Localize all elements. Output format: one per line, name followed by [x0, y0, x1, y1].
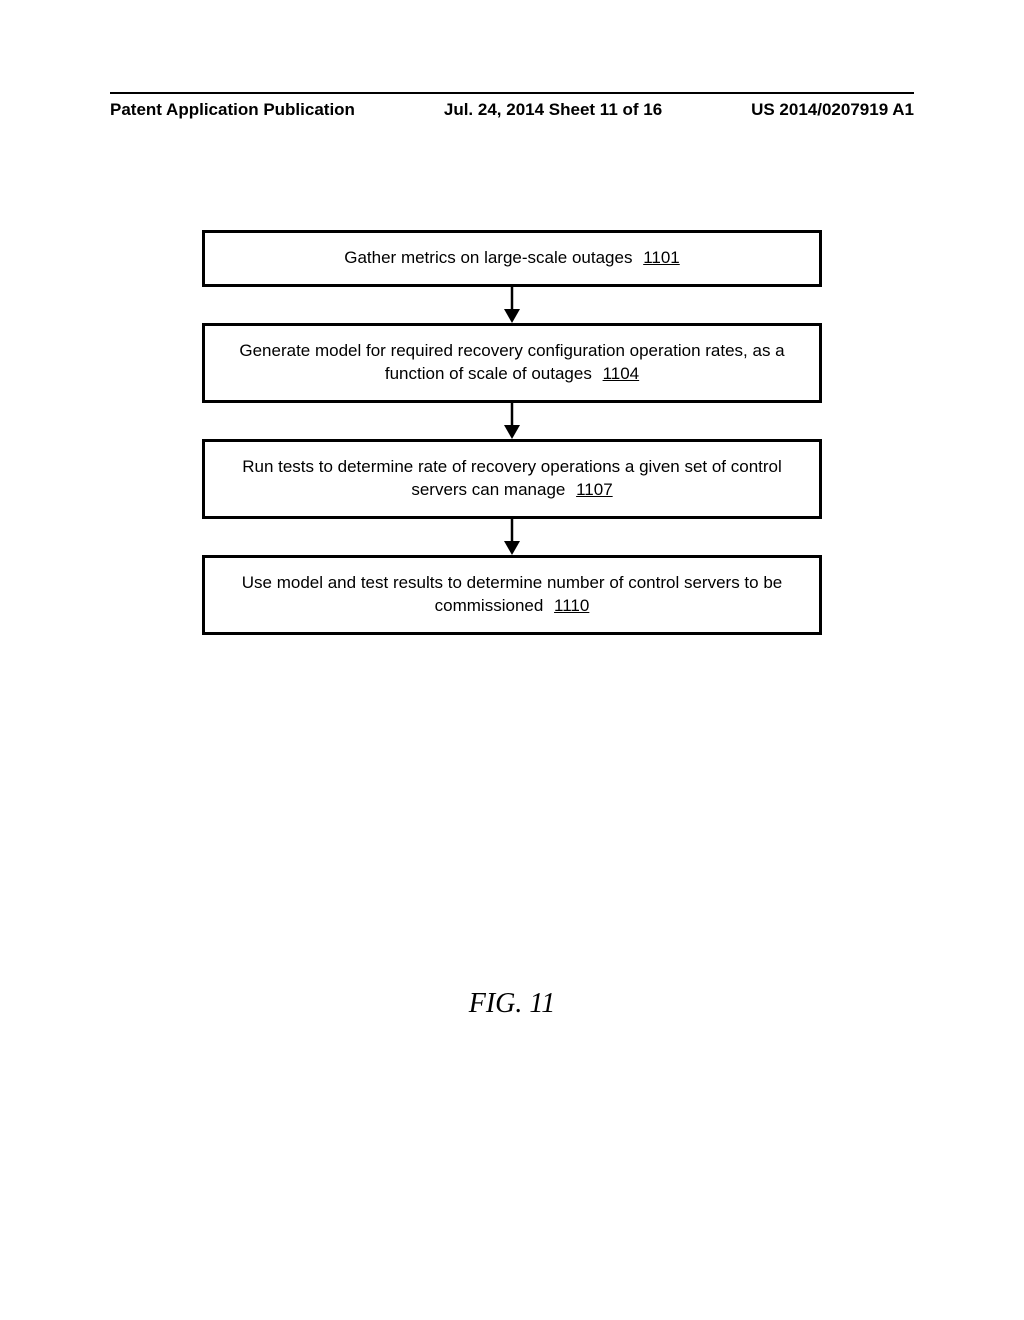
- arrow-down-icon: [500, 403, 524, 439]
- header-rule: [110, 92, 914, 94]
- flow-step-3: Run tests to determine rate of recovery …: [202, 439, 822, 519]
- header-center: Jul. 24, 2014 Sheet 11 of 16: [444, 100, 662, 120]
- flowchart: Gather metrics on large-scale outages 11…: [202, 230, 822, 635]
- arrow-down-icon: [500, 519, 524, 555]
- page-header: Patent Application Publication Jul. 24, …: [110, 100, 914, 120]
- flow-step-ref: 1110: [554, 596, 589, 615]
- flow-step-4: Use model and test results to determine …: [202, 555, 822, 635]
- flow-step-text: Generate model for required recovery con…: [239, 341, 784, 383]
- arrow-3: [500, 519, 524, 555]
- header-right: US 2014/0207919 A1: [751, 100, 914, 120]
- flow-step-text: Run tests to determine rate of recovery …: [242, 457, 782, 499]
- figure-label: FIG. 11: [469, 988, 556, 1020]
- patent-page: Patent Application Publication Jul. 24, …: [0, 0, 1024, 1320]
- flow-step-ref: 1104: [603, 364, 640, 383]
- header-left: Patent Application Publication: [110, 100, 355, 120]
- flow-step-ref: 1101: [643, 248, 680, 267]
- flow-step-1: Gather metrics on large-scale outages 11…: [202, 230, 822, 287]
- arrow-down-icon: [500, 287, 524, 323]
- flow-step-2: Generate model for required recovery con…: [202, 323, 822, 403]
- arrow-1: [500, 287, 524, 323]
- flow-step-text: Gather metrics on large-scale outages: [344, 248, 632, 267]
- arrow-2: [500, 403, 524, 439]
- flow-step-text: Use model and test results to determine …: [242, 573, 782, 615]
- flow-step-ref: 1107: [576, 480, 613, 499]
